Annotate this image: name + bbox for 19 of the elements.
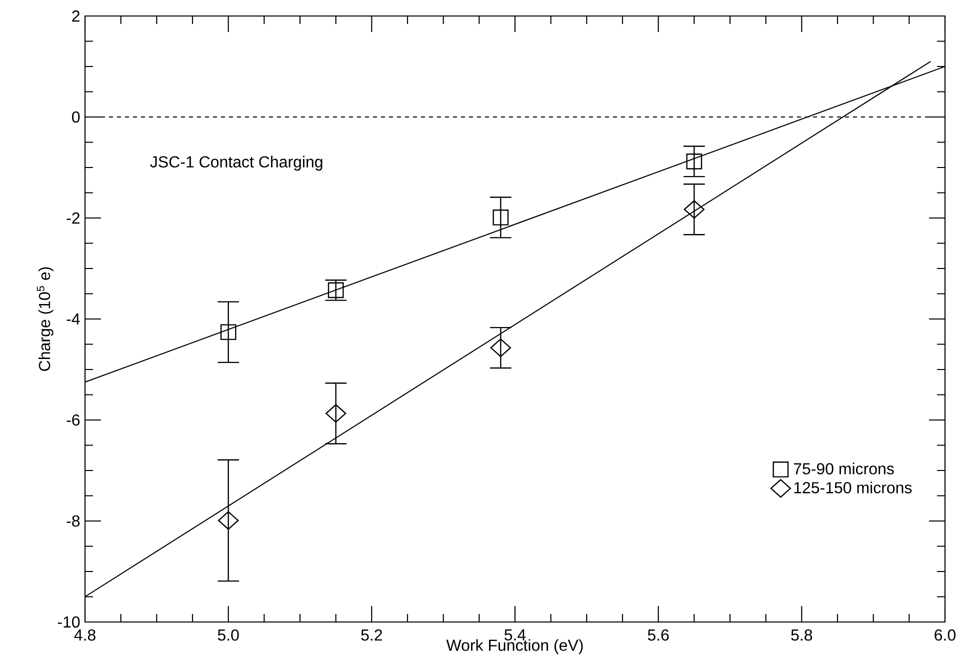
y-tick-label: 0 xyxy=(72,111,80,123)
x-axis-title: Work Function (eV) xyxy=(446,639,583,654)
x-tick-label: 4.8 xyxy=(74,629,96,641)
y-tick-label: -2 xyxy=(66,212,80,224)
x-tick-label: 5.2 xyxy=(361,629,382,641)
y-tick-label: -4 xyxy=(66,313,80,324)
y-tick-label: -6 xyxy=(66,414,80,426)
legend-label: 125-150 microns xyxy=(794,482,912,494)
y-tick-label: -8 xyxy=(66,515,80,527)
x-tick-label: 5.0 xyxy=(218,629,239,641)
x-tick-label: 5.4 xyxy=(504,629,526,641)
x-tick-label: 5.8 xyxy=(791,629,812,641)
x-tick-label: 5.6 xyxy=(648,629,669,641)
legend-label: 75-90 microns xyxy=(794,462,894,474)
y-axis-title: Charge (10$^{5}$ e) xyxy=(36,267,54,371)
annotation: JSC-1 Contact Charging xyxy=(150,156,322,171)
y-tick-label: -10 xyxy=(58,616,80,628)
y-tick-label: 2 xyxy=(72,10,80,22)
x-tick-label: 6.0 xyxy=(934,629,956,641)
